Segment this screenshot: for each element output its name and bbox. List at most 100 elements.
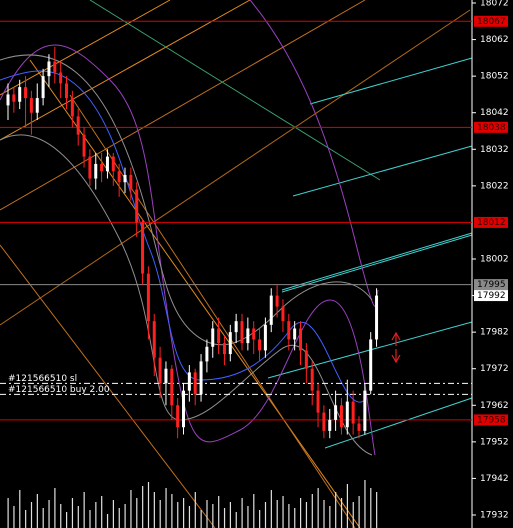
volume-bar	[288, 504, 290, 528]
volume-bar	[7, 498, 9, 528]
candle-body	[29, 98, 33, 113]
volume-bar	[147, 482, 150, 528]
candle-body	[24, 87, 28, 99]
volume-bar	[370, 488, 372, 528]
level-tag-label: 18067	[477, 17, 506, 27]
volume-bar	[13, 506, 15, 528]
candle-body	[375, 295, 379, 340]
candle-body	[182, 390, 185, 428]
last-price-tag	[474, 290, 508, 302]
candle-body	[228, 332, 232, 355]
volume-bar	[358, 496, 360, 528]
volume-bar	[247, 506, 249, 528]
candle-body	[322, 412, 326, 431]
volume-bar	[259, 510, 261, 528]
order-label: #121566510 buy 2.00	[8, 385, 110, 395]
volume-bar	[264, 502, 267, 528]
volume-bar	[66, 512, 68, 528]
bid-tag	[474, 279, 508, 291]
candle-body	[76, 116, 80, 135]
candle-body	[258, 339, 262, 351]
volume-bar	[229, 502, 231, 528]
candle-body	[170, 368, 174, 406]
level-tag-label: 17958	[477, 415, 506, 425]
candle-body	[334, 405, 338, 420]
candle-body	[328, 419, 332, 431]
candle-body	[263, 324, 267, 351]
volume-bar	[130, 490, 132, 528]
volume-bar	[42, 508, 44, 528]
volume-bar	[95, 502, 97, 528]
trendlines	[0, 0, 473, 528]
volume-bar	[83, 492, 85, 528]
volume-bar	[48, 500, 50, 528]
candle-body	[65, 83, 68, 99]
volume-bar	[329, 506, 331, 528]
y-tick-label: 18072	[480, 0, 509, 9]
y-tick-label: 18042	[480, 108, 509, 118]
y-tick-label: 17962	[480, 401, 509, 411]
volume-bar	[19, 490, 21, 528]
candle-body	[345, 401, 349, 428]
candle-body	[41, 76, 45, 99]
candle-body	[47, 61, 51, 77]
level-tag-label: 18012	[477, 218, 506, 228]
level-tag-label: 18038	[477, 123, 506, 133]
volume-bar	[300, 498, 302, 528]
level-tag	[474, 121, 508, 133]
y-tick-label: 18032	[480, 145, 509, 155]
volume-bar	[340, 498, 343, 528]
candle-body	[252, 328, 256, 340]
volume-bar	[200, 510, 202, 528]
candle-body	[117, 171, 121, 183]
volume-bar	[294, 508, 296, 528]
candle-body	[269, 295, 273, 325]
volume-bar	[305, 502, 308, 528]
candle-body	[293, 328, 297, 340]
volume-bar	[282, 496, 284, 528]
y-tick-label: 17952	[480, 437, 509, 447]
level-tag	[474, 216, 508, 228]
candle-body	[105, 156, 109, 172]
candle-body	[176, 405, 180, 428]
volume-bar	[106, 514, 109, 528]
candle-body	[369, 339, 373, 391]
candle-body	[12, 94, 16, 102]
volume-bar	[30, 502, 33, 528]
candle-body	[205, 346, 209, 362]
volume-bar	[89, 510, 91, 528]
last-price-label: 17992	[477, 291, 506, 301]
volume-bar	[101, 496, 103, 528]
volume-bar	[183, 498, 185, 528]
volume-bar	[346, 484, 348, 528]
y-tick-label: 17982	[480, 328, 509, 338]
y-tick-label: 17932	[480, 511, 509, 521]
volume-bar	[323, 500, 325, 528]
volume-bar	[71, 498, 74, 528]
volume-bar	[352, 502, 354, 528]
candle-body	[339, 405, 343, 428]
direction-arrows	[391, 331, 401, 364]
candle-body	[363, 390, 367, 431]
volume-bar	[311, 494, 313, 528]
candle-body	[193, 372, 197, 395]
y-tick-label: 17972	[480, 364, 509, 374]
candle-body	[240, 321, 244, 344]
volume-bar	[206, 500, 208, 528]
candle-body	[82, 134, 86, 157]
volume-bar	[317, 488, 319, 528]
candle-body	[299, 328, 302, 351]
volume-bar	[177, 502, 179, 528]
order-label: #121566510 sl	[8, 374, 77, 384]
candle-body	[217, 328, 221, 344]
candle-body	[70, 98, 74, 117]
volume-bar	[153, 492, 155, 528]
candle-body	[199, 361, 203, 395]
candle-body	[53, 61, 57, 73]
candle-body	[275, 295, 279, 307]
volume-bar	[77, 506, 79, 528]
candle-body	[59, 72, 63, 84]
y-tick-label: 18022	[480, 181, 509, 191]
